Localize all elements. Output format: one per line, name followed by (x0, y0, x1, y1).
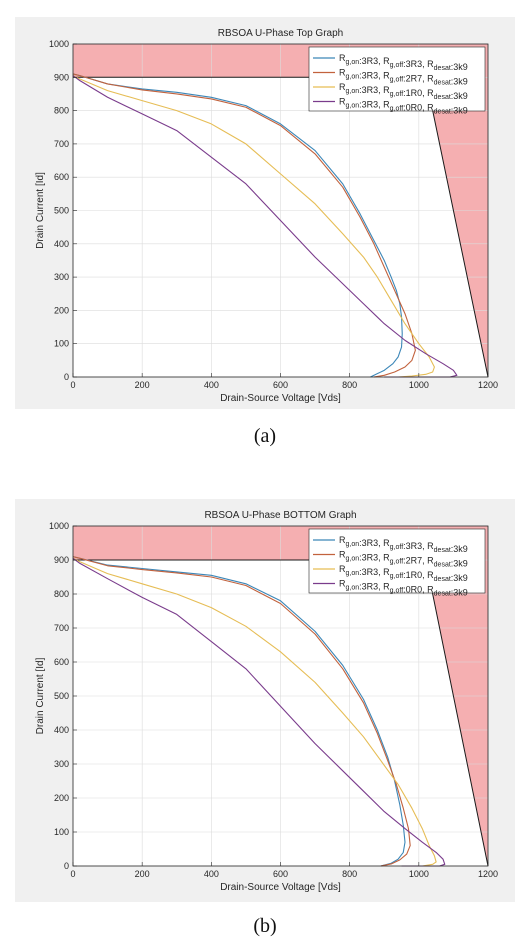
x-tick-label: 1000 (409, 869, 429, 879)
y-tick-label: 500 (54, 691, 69, 701)
y-tick-label: 200 (54, 305, 69, 315)
series-line-4 (72, 557, 446, 867)
y-tick-label: 800 (54, 106, 69, 116)
caption-a: (a) (253, 425, 277, 447)
legend-label: Rg,on:3R3, Rg,off:1R0, Rdesat:3k9 (339, 564, 468, 583)
chart-bottom: RBSOA U-Phase BOTTOM Graph 0 200 400 600 800 1… (35, 510, 498, 893)
x-tick-label: 1000 (409, 380, 429, 390)
x-axis-label: Drain-Source Voltage [Vds] (220, 882, 341, 893)
y-tick-label: 700 (54, 623, 69, 633)
chart-title: RBSOA U-Phase Top Graph (218, 28, 343, 39)
series-line-3 (72, 557, 437, 867)
series-line-3 (72, 75, 435, 378)
chart-panel-bottom: RBSOA U-Phase BOTTOM Graph 0 200 400 600 800 1… (15, 499, 515, 902)
y-tick-label: 800 (54, 589, 69, 599)
y-tick-label: 900 (54, 555, 69, 565)
series-line-2 (72, 556, 411, 867)
y-axis-label: Drain Current [Id] (35, 657, 46, 734)
caption-b: (b) (253, 915, 277, 937)
legend-label: Rg,on:3R3, Rg,off:2R7, Rdesat:3k9 (339, 68, 468, 87)
y-tick-label: 900 (54, 72, 69, 82)
series-line-2 (72, 73, 416, 378)
y-tick-label: 1000 (49, 521, 69, 531)
y-tick-label: 600 (54, 657, 69, 667)
x-tick-label: 200 (135, 380, 150, 390)
series-line-1 (72, 73, 403, 378)
legend-box (308, 528, 486, 594)
chart-panel-top: RBSOA U-Phase Top Graph 0 200 400 600 800 1000… (15, 17, 515, 409)
legend-label: Rg,on:3R3, Rg,off:1R0, Rdesat:3k9 (339, 82, 468, 101)
y-tick-label: 300 (54, 272, 69, 282)
x-tick-label: 200 (135, 869, 150, 879)
y-tick-label: 100 (54, 827, 69, 837)
x-tick-label: 800 (342, 869, 357, 879)
y-tick-label: 600 (54, 172, 69, 182)
y-tick-label: 0 (64, 861, 69, 871)
x-tick-label: 800 (342, 380, 357, 390)
legend-box (308, 46, 486, 112)
y-tick-label: 100 (54, 339, 69, 349)
x-tick-label: 1200 (478, 380, 498, 390)
legend-label: Rg,on:3R3, Rg,off:3R3, Rdesat:3k9 (339, 535, 468, 554)
x-tick-label: 0 (70, 380, 75, 390)
y-tick-label: 700 (54, 139, 69, 149)
y-tick-label: 1000 (49, 39, 69, 49)
y-axis-label: Drain Current [Id] (35, 172, 46, 249)
y-tick-label: 500 (54, 206, 69, 216)
x-axis-label: Drain-Source Voltage [Vds] (220, 393, 341, 404)
x-tick-label: 400 (204, 869, 219, 879)
y-tick-label: 300 (54, 759, 69, 769)
legend-label: Rg,on:3R3, Rg,off:0R0, Rdesat:3k9 (339, 579, 468, 598)
y-tick-label: 0 (64, 372, 69, 382)
x-tick-label: 400 (204, 380, 219, 390)
chart-title: RBSOA U-Phase BOTTOM Graph (204, 510, 356, 521)
y-tick-label: 200 (54, 793, 69, 803)
x-tick-label: 600 (273, 380, 288, 390)
legend-label: Rg,on:3R3, Rg,off:0R0, Rdesat:3k9 (339, 97, 468, 116)
x-tick-label: 0 (70, 869, 75, 879)
y-tick-label: 400 (54, 725, 69, 735)
legend-label: Rg,on:3R3, Rg,off:2R7, Rdesat:3k9 (339, 550, 468, 569)
legend-label: Rg,on:3R3, Rg,off:3R3, Rdesat:3k9 (339, 53, 468, 72)
x-tick-label: 600 (273, 869, 288, 879)
x-tick-label: 1200 (478, 869, 498, 879)
series-line-1 (72, 556, 406, 867)
y-tick-label: 400 (54, 239, 69, 249)
